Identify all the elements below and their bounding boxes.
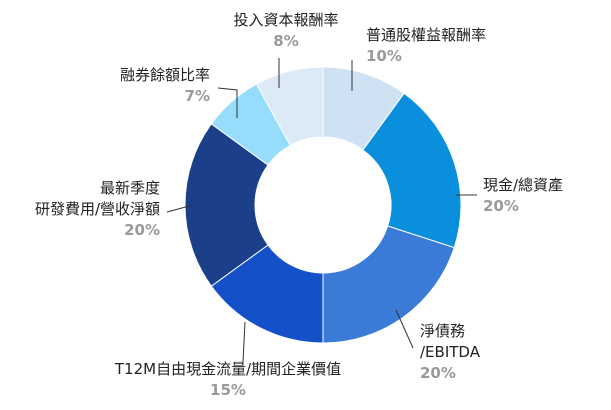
- slice-label-2-line-0: 淨債務: [420, 322, 465, 340]
- slice-value-label-3: 15%: [210, 381, 246, 399]
- slice-label-4-line-0: 最新季度: [100, 179, 160, 197]
- slice-value-label-2: 20%: [420, 364, 456, 382]
- donut-slice-4: [184, 123, 269, 287]
- leader-line-2: [395, 309, 414, 349]
- donut-slice-1: [362, 92, 462, 249]
- slice-label-1-line-0: 現金/總資產: [483, 176, 563, 194]
- slice-label-3-line-0: T12M自由現金流量/期間企業價值: [114, 360, 341, 378]
- leader-line-3: [242, 321, 246, 363]
- donut-slice-2: [322, 225, 455, 344]
- slice-label-6-line-0: 投入資本報酬率: [233, 11, 338, 29]
- slice-value-label-5: 7%: [185, 87, 210, 105]
- leader-line-5: [217, 87, 238, 118]
- slice-label-0-line-0: 普通股權益報酬率: [366, 26, 486, 44]
- donut-slice-6: [255, 66, 324, 147]
- slice-value-label-4: 20%: [124, 221, 160, 239]
- slice-value-label-0: 10%: [366, 47, 402, 65]
- slice-value-label-6: 8%: [273, 32, 298, 50]
- slice-label-2-line-1: /EBITDA: [420, 343, 481, 361]
- slice-label-4-line-1: 研發費用/營收淨額: [35, 200, 160, 218]
- slice-value-label-1: 20%: [483, 197, 519, 215]
- leader-line-4: [166, 204, 194, 213]
- slice-label-5-line-0: 融券餘額比率: [120, 66, 210, 84]
